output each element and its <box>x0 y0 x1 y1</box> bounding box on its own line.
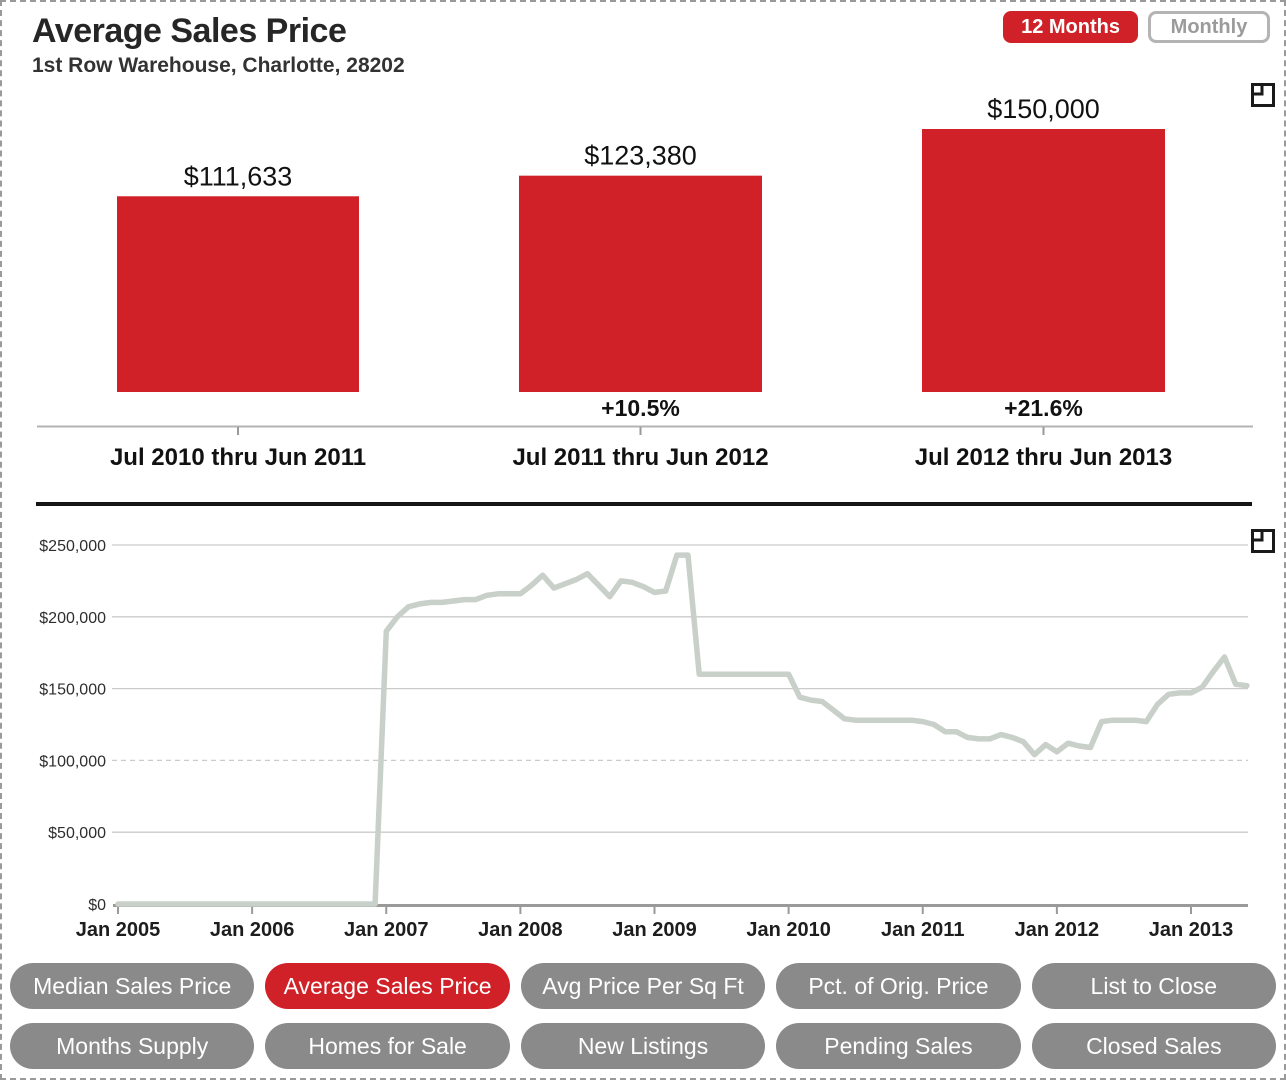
y-tick-label: $50,000 <box>48 825 106 842</box>
nav-button-list-to-close[interactable]: List to Close <box>1031 963 1277 1009</box>
nav-button-closed-sales[interactable]: Closed Sales <box>1031 1023 1277 1069</box>
bar-chart: $111,633 Jul 2010 thru Jun 2011 $123,380 +1… <box>37 94 1253 471</box>
metric-nav-row-2: Months Supply Homes for Sale New Listings P… <box>10 1023 1277 1069</box>
series-line <box>115 552 1250 907</box>
bar <box>519 175 762 392</box>
bar <box>117 196 359 392</box>
page-subtitle: 1st Row Warehouse, Charlotte, 28202 <box>32 54 405 77</box>
y-tick-label: $0 <box>88 897 106 914</box>
nav-button-average-sales-price[interactable]: Average Sales Price <box>265 963 510 1009</box>
nav-button-pending-sales[interactable]: Pending Sales <box>776 1023 1021 1069</box>
nav-button-months-supply[interactable]: Months Supply <box>10 1023 255 1069</box>
x-tick-label: Jan 2005 <box>76 919 161 941</box>
flag-icon-glyph <box>1251 529 1275 553</box>
flag-icon-glyph <box>1251 83 1275 107</box>
metric-nav-row-1: Median Sales Price Average Sales Price Avg… <box>10 963 1277 1009</box>
line-chart: $0 $50,000 $100,000 $150,000 $200,000 $250,00… <box>39 538 1250 941</box>
x-tick-label: Jan 2011 <box>881 919 964 941</box>
period-toggle-group: 12 Months Monthly <box>1003 11 1270 43</box>
x-tick-label: Jan 2010 <box>746 919 831 941</box>
bar-category-label: Jul 2011 thru Jun 2012 <box>512 444 768 471</box>
page-title: Average Sales Price <box>32 12 347 50</box>
nav-button-pct-of-orig-price[interactable]: Pct. of Orig. Price <box>776 963 1021 1009</box>
section-divider <box>36 502 1252 506</box>
toggle-12-months-button[interactable]: 12 Months <box>1003 11 1138 43</box>
bar-change-label: +21.6% <box>1004 395 1083 421</box>
line-chart-corner-flag-icon[interactable] <box>1250 528 1276 554</box>
bar-value-label: $150,000 <box>987 94 1100 124</box>
bar-chart-corner-flag-icon[interactable] <box>1250 82 1276 108</box>
nav-button-avg-price-per-sq-ft[interactable]: Avg Price Per Sq Ft <box>520 963 766 1009</box>
x-tick-label: Jan 2013 <box>1149 919 1234 941</box>
x-tick-label: Jan 2009 <box>612 919 697 941</box>
bar-change-label: +10.5% <box>601 395 680 421</box>
x-tick-label: Jan 2006 <box>210 919 295 941</box>
x-tick-label: Jan 2008 <box>478 919 563 941</box>
y-tick-label: $150,000 <box>39 682 106 699</box>
bar-category-label: Jul 2010 thru Jun 2011 <box>110 444 366 471</box>
nav-button-new-listings[interactable]: New Listings <box>520 1023 766 1069</box>
y-tick-label: $100,000 <box>39 753 106 770</box>
bar <box>922 129 1165 392</box>
y-tick-label: $200,000 <box>39 610 106 627</box>
x-tick-label: Jan 2012 <box>1015 919 1100 941</box>
bar-value-label: $111,633 <box>184 161 293 191</box>
nav-button-median-sales-price[interactable]: Median Sales Price <box>10 963 255 1009</box>
toggle-monthly-button[interactable]: Monthly <box>1148 11 1270 43</box>
bar-value-label: $123,380 <box>584 141 697 171</box>
bar-category-label: Jul 2012 thru Jun 2013 <box>915 444 1172 471</box>
nav-button-homes-for-sale[interactable]: Homes for Sale <box>265 1023 510 1069</box>
x-tick-label: Jan 2007 <box>344 919 429 941</box>
y-tick-label: $250,000 <box>39 538 106 555</box>
